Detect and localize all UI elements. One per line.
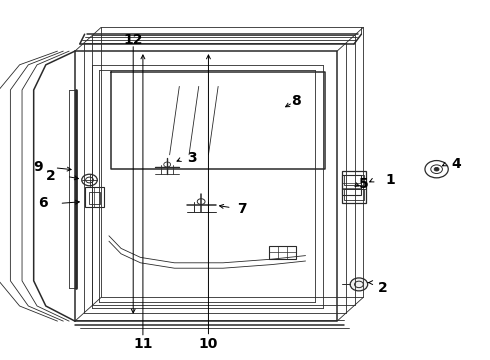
Circle shape [350, 278, 368, 291]
Text: 11: 11 [133, 337, 153, 351]
Text: 1: 1 [386, 173, 395, 187]
Circle shape [434, 167, 439, 171]
Text: 12: 12 [123, 33, 143, 46]
Text: 4: 4 [451, 157, 461, 171]
Bar [342, 171, 366, 203]
Text: 2: 2 [46, 170, 55, 183]
Bar [85, 187, 104, 207]
Text: 6: 6 [39, 197, 48, 210]
Bar [89, 192, 100, 204]
Text: 8: 8 [291, 94, 301, 108]
Bar [344, 189, 364, 200]
Bar [342, 175, 361, 195]
Text: 5: 5 [359, 177, 368, 190]
Text: 2: 2 [378, 281, 388, 295]
Text: 3: 3 [187, 152, 196, 165]
Text: 10: 10 [199, 337, 218, 351]
Bar [344, 175, 364, 185]
Text: 7: 7 [238, 202, 247, 216]
Text: 9: 9 [34, 161, 43, 174]
Bar [269, 246, 296, 259]
